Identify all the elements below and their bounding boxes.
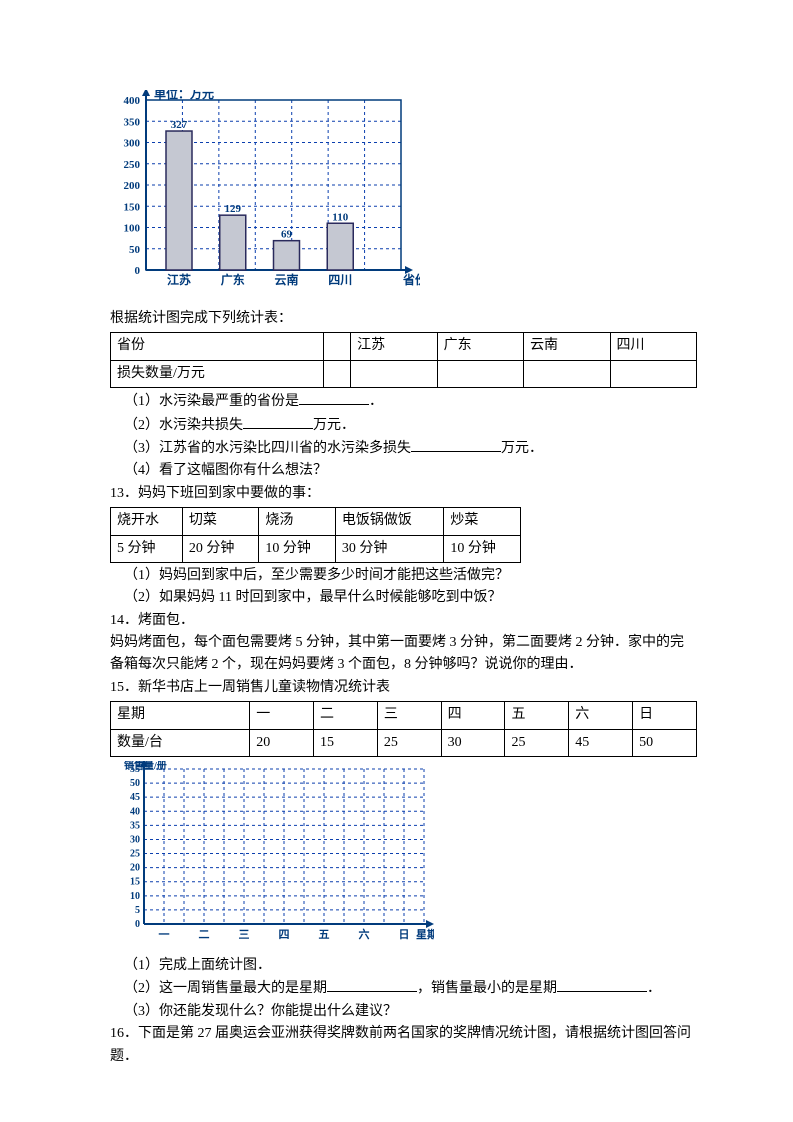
- svg-text:云南: 云南: [274, 272, 298, 287]
- svg-text:100: 100: [124, 223, 141, 235]
- svg-text:星期: 星期: [416, 927, 434, 941]
- svg-text:69: 69: [281, 229, 293, 241]
- svg-text:江苏: 江苏: [167, 272, 191, 287]
- province-table: 省份江苏广东云南四川损失数量/万元: [110, 332, 697, 388]
- svg-text:25: 25: [130, 849, 140, 860]
- p13: 13．妈妈下班回到家中要做的事：: [110, 483, 697, 505]
- p16: 16．下面是第 27 届奥运会亚洲获得奖牌数前两名国家的奖牌情况统计图，请根据统…: [110, 1023, 697, 1068]
- svg-text:5: 5: [135, 905, 140, 916]
- svg-text:四: 四: [279, 928, 290, 941]
- q15-3: （3）你还能发现什么？你能提出什么建议？: [124, 1001, 697, 1023]
- svg-text:250: 250: [124, 159, 141, 171]
- svg-text:日: 日: [399, 928, 410, 941]
- q4: （4）看了这幅图你有什么想法？: [124, 460, 697, 482]
- svg-text:20: 20: [130, 863, 140, 874]
- svg-text:45: 45: [130, 792, 140, 803]
- q15-1: （1）完成上面统计图．: [124, 955, 697, 977]
- svg-text:四川: 四川: [328, 273, 352, 287]
- table-intro: 根据统计图完成下列统计表：: [110, 308, 697, 330]
- q15-2: （2）这一周销售量最大的是星期，销售量最小的是星期．: [124, 977, 697, 1000]
- svg-text:15: 15: [130, 877, 140, 888]
- svg-text:二: 二: [199, 929, 210, 941]
- svg-text:40: 40: [130, 806, 140, 817]
- svg-text:六: 六: [359, 927, 370, 941]
- svg-text:三: 三: [239, 928, 250, 941]
- svg-text:省份: 省份: [402, 272, 420, 287]
- q13-1: （1）妈妈回到家中后，至少需要多少时间才能把这些活做完？: [124, 565, 697, 587]
- svg-text:10: 10: [130, 891, 140, 902]
- svg-text:35: 35: [130, 820, 140, 831]
- q3: （3）江苏省的水污染比四川省的水污染多损失万元．: [124, 437, 697, 460]
- svg-text:30: 30: [130, 834, 140, 845]
- svg-text:广东: 广东: [221, 272, 245, 287]
- svg-text:400: 400: [124, 95, 141, 107]
- svg-text:五: 五: [319, 928, 330, 941]
- p14-body: 妈妈烤面包，每个面包需要烤 5 分钟，其中第一面要烤 3 分钟，第二面要烤 2 …: [110, 632, 697, 677]
- svg-text:一: 一: [159, 929, 170, 941]
- svg-text:0: 0: [135, 919, 140, 930]
- svg-text:327: 327: [171, 119, 188, 131]
- svg-text:200: 200: [124, 180, 141, 192]
- q13-2: （2）如果妈妈 11 时回到家中，最早什么时候能够吃到中饭？: [124, 587, 697, 609]
- svg-text:150: 150: [124, 201, 141, 213]
- pollution-bar-chart: 0 50 100 150 200 250 300 350 400 单位：万元 327 江苏 129 广东 6…: [110, 90, 420, 300]
- svg-text:300: 300: [124, 138, 141, 150]
- sales-empty-chart: 0510152025303540455055销售量/册一二三四五六日星期: [114, 761, 434, 951]
- tasks-table: 烧开水切菜烧汤电饭锅做饭炒菜5 分钟20 分钟10 分钟30 分钟10 分钟: [110, 507, 521, 563]
- q2: （2）水污染共损失万元．: [124, 414, 697, 437]
- p15: 15．新华书店上一周销售儿童读物情况统计表: [110, 677, 697, 699]
- q1: （1）水污染最严重的省份是．: [124, 390, 697, 413]
- p14: 14．烤面包．: [110, 610, 697, 632]
- svg-text:350: 350: [124, 116, 141, 128]
- svg-text:0: 0: [135, 265, 141, 277]
- svg-text:110: 110: [332, 211, 348, 223]
- svg-text:单位：万元: 单位：万元: [154, 90, 214, 101]
- svg-text:129: 129: [225, 203, 242, 215]
- svg-text:50: 50: [129, 244, 141, 256]
- sales-table: 星期一二三四五六日数量/台20152530254550: [110, 701, 697, 757]
- svg-text:50: 50: [130, 778, 140, 789]
- svg-text:销售量/册: 销售量/册: [124, 761, 167, 772]
